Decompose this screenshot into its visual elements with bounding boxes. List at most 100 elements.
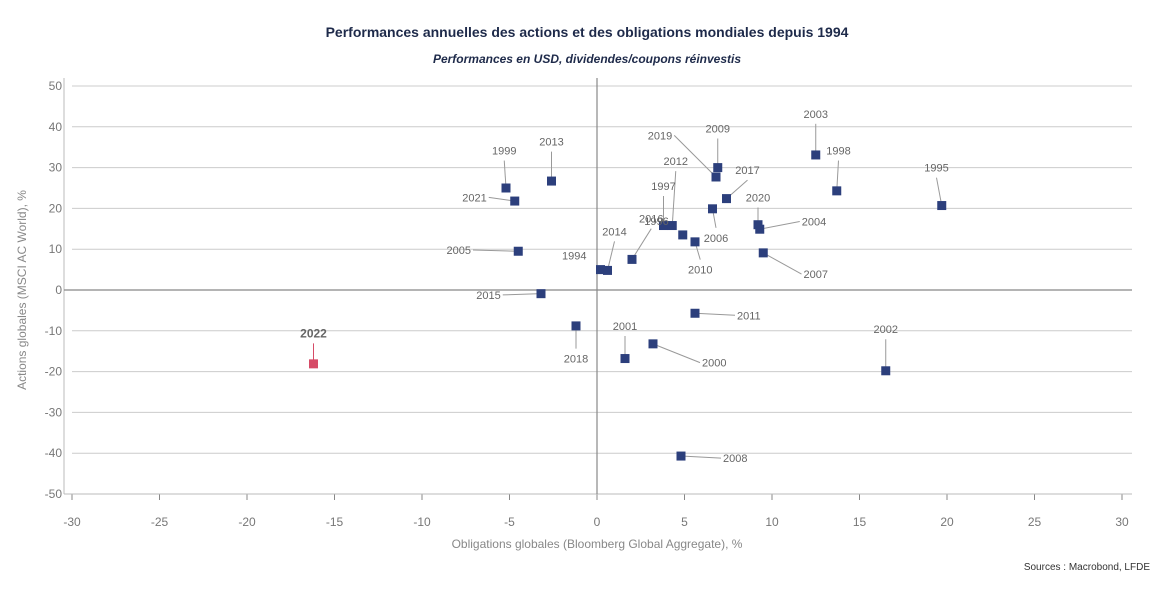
point-label-1998: 1998 — [826, 146, 850, 158]
point-label-2018: 2018 — [564, 354, 588, 366]
x-tick-label: 5 — [681, 515, 688, 529]
source-note: Sources : Macrobond, LFDE — [1023, 562, 1150, 573]
leader-line — [502, 293, 542, 296]
y-tick-label: 30 — [49, 161, 63, 175]
point-1996 — [678, 230, 688, 240]
point-2015 — [536, 289, 546, 299]
point-label-2009: 2009 — [706, 124, 730, 136]
x-tick-label: -5 — [504, 515, 515, 529]
point-label-2011: 2011 — [737, 310, 761, 322]
point-label-1994: 1994 — [562, 251, 586, 263]
point-label-2016: 2016 — [639, 214, 663, 226]
x-tick-label: -20 — [238, 515, 256, 529]
point-2010 — [690, 237, 700, 247]
y-axis-title: Actions globales (MSCI AC World), % — [15, 190, 29, 390]
point-2016 — [627, 254, 637, 264]
leader-line — [680, 455, 722, 459]
point-2019 — [711, 172, 721, 182]
point-1998 — [832, 186, 842, 196]
point-label-2002: 2002 — [874, 324, 898, 336]
point-label-1999: 1999 — [492, 146, 516, 158]
leader-line — [631, 228, 652, 260]
x-axis-title: Obligations globales (Bloomberg Global A… — [452, 537, 743, 551]
point-2005 — [513, 246, 523, 256]
point-label-2015: 2015 — [476, 290, 500, 302]
point-label-2001: 2001 — [613, 321, 637, 333]
x-tick-label: -15 — [326, 515, 344, 529]
chart-title: Performances annuelles des actions et de… — [325, 24, 849, 40]
leader-line — [759, 220, 800, 230]
point-label-2020: 2020 — [746, 192, 770, 204]
point-label-1996: 1996 — [644, 216, 668, 228]
x-tick-label: -10 — [413, 515, 431, 529]
x-tick-label: 10 — [765, 515, 779, 529]
x-tick-label: 20 — [940, 515, 954, 529]
point-2008 — [676, 451, 686, 461]
point-1997 — [659, 221, 668, 231]
point-2012 — [667, 221, 677, 231]
leader-line — [652, 343, 701, 364]
point-2017 — [722, 194, 731, 204]
point-label-2019: 2019 — [648, 130, 672, 142]
point-2013 — [547, 176, 556, 186]
point-layer — [309, 150, 947, 461]
point-1995 — [937, 201, 947, 211]
leader-line-layer — [313, 123, 943, 459]
point-2009 — [713, 163, 723, 173]
x-tick-label: -25 — [151, 515, 169, 529]
point-2021 — [510, 196, 520, 206]
leader-line — [503, 160, 507, 189]
point-2001 — [620, 354, 630, 364]
y-tick-label: 0 — [55, 283, 62, 297]
x-tick-label: 0 — [594, 515, 601, 529]
y-tick-label: 40 — [49, 120, 63, 134]
point-label-2007: 2007 — [804, 269, 828, 281]
point-label-2014: 2014 — [602, 226, 626, 238]
point-label-2013: 2013 — [539, 137, 563, 149]
leader-line — [472, 249, 519, 252]
x-tick-label: -30 — [63, 515, 81, 529]
y-tick-label: -20 — [45, 365, 63, 379]
leader-line — [694, 312, 736, 316]
y-tick-label: -40 — [45, 446, 63, 460]
point-label-2017: 2017 — [735, 165, 759, 177]
point-label-2008: 2008 — [723, 453, 747, 465]
leader-line — [673, 135, 717, 178]
y-tick-label: 10 — [49, 242, 63, 256]
x-tick-label: 30 — [1115, 515, 1129, 529]
x-tick-label: 15 — [853, 515, 867, 529]
point-label-2021: 2021 — [462, 192, 486, 204]
point-label-2000: 2000 — [702, 358, 726, 370]
leader-line — [607, 241, 615, 271]
point-2014 — [603, 265, 612, 275]
y-tick-label: -50 — [45, 487, 63, 501]
y-tick-label: -10 — [45, 324, 63, 338]
leader-line — [836, 160, 839, 191]
point-label-1995: 1995 — [924, 163, 948, 175]
point-2011 — [690, 308, 700, 318]
point-2018 — [571, 321, 581, 331]
x-tick-label: 25 — [1028, 515, 1042, 529]
point-label-layer: 1994 1995 1996 1997 1998 1999 2000 2001 2002 2003… — [300, 109, 949, 465]
point-2002 — [881, 366, 891, 376]
point-1999 — [501, 183, 511, 193]
point-1994 — [596, 265, 605, 275]
point-2007 — [758, 248, 768, 258]
point-label-1997: 1997 — [651, 181, 675, 193]
point-label-2022: 2022 — [300, 326, 327, 340]
point-2020 — [753, 220, 763, 230]
point-2003 — [811, 150, 821, 160]
point-label-2005: 2005 — [447, 245, 471, 257]
y-tick-label: 50 — [49, 79, 63, 93]
point-2000 — [648, 339, 658, 349]
leader-line — [936, 177, 943, 206]
point-2022 — [309, 359, 318, 369]
point-2006 — [708, 204, 717, 214]
chart-subtitle: Performances en USD, dividendes/coupons … — [432, 52, 742, 66]
point-label-2010: 2010 — [688, 265, 712, 277]
point-label-2004: 2004 — [802, 216, 826, 228]
leader-line — [671, 171, 677, 226]
point-label-2003: 2003 — [804, 109, 828, 121]
